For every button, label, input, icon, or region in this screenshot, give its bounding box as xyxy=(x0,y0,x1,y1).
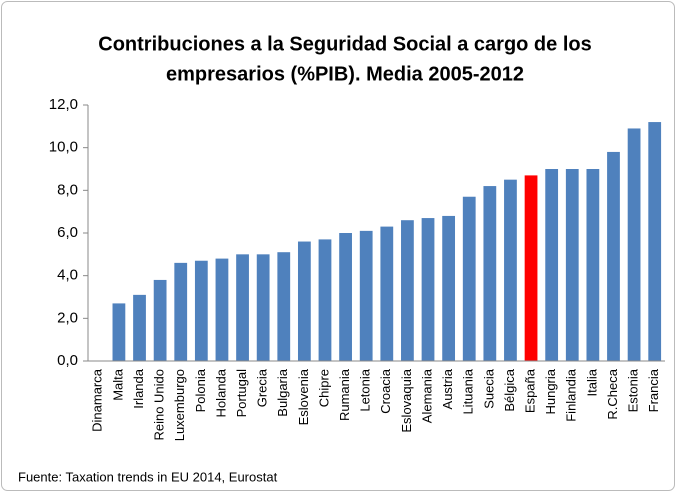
bar xyxy=(401,220,414,361)
x-tick-label: Suecia xyxy=(481,368,496,409)
chart-title: Contribuciones a la Seguridad Social a c… xyxy=(98,33,591,55)
x-tick-label: Chipre xyxy=(316,369,331,407)
source: Fuente: Taxation trends in EU 2014, Euro… xyxy=(18,469,278,484)
x-tick-label: Finlandia xyxy=(564,368,579,422)
bar xyxy=(607,151,620,361)
y-tick-label: 0,0 xyxy=(57,352,78,369)
x-tick-label: Grecia xyxy=(255,368,270,407)
x-tick-label: Italia xyxy=(584,368,599,396)
bar xyxy=(297,241,311,361)
x-tick-label: Lituania xyxy=(461,368,476,414)
x-tick-label: Portugal xyxy=(234,369,249,418)
bar xyxy=(648,122,662,361)
x-tick-label: Eslovaquia xyxy=(399,368,414,432)
x-tick-label: Dinamarca xyxy=(90,368,105,432)
bar xyxy=(318,239,332,361)
bar xyxy=(586,169,600,361)
y-tick-label: 10,0 xyxy=(49,139,78,156)
x-tick-label: Polonia xyxy=(193,368,208,412)
bar xyxy=(277,252,291,361)
chart-title: empresarios (%PIB). Media 2005-2012 xyxy=(166,63,524,85)
x-tick-label: Austria xyxy=(440,368,455,409)
y-tick-label: 6,0 xyxy=(57,224,78,241)
bar xyxy=(483,186,497,361)
x-tick-label: Hungria xyxy=(543,368,558,414)
bar xyxy=(524,175,538,361)
x-tick-label: Reino Unido xyxy=(152,369,167,441)
bar xyxy=(174,262,188,361)
y-tick-label: 4,0 xyxy=(57,267,78,284)
bar xyxy=(565,169,579,361)
x-tick-label: Malta xyxy=(110,368,125,401)
bar xyxy=(442,215,456,361)
bar xyxy=(421,218,435,361)
x-tick-label: Letonia xyxy=(358,368,373,411)
x-tick-label: Alemania xyxy=(419,368,434,423)
bar xyxy=(380,226,394,361)
bar xyxy=(504,179,517,361)
x-tick-label: España xyxy=(522,368,537,413)
x-tick-label: Irlanda xyxy=(131,368,146,409)
bar xyxy=(339,233,352,361)
x-tick-label: Rumania xyxy=(337,368,352,421)
bar xyxy=(153,279,167,361)
bar xyxy=(194,260,208,361)
x-tick-label: Luxemburgo xyxy=(172,369,187,441)
x-tick-label: Estonia xyxy=(626,368,641,412)
bar xyxy=(545,169,559,361)
bar xyxy=(112,303,126,361)
bar xyxy=(236,254,249,361)
x-tick-label: Eslovenia xyxy=(296,368,311,425)
y-tick-label: 2,0 xyxy=(57,309,78,326)
x-tick-label: Bélgica xyxy=(502,368,517,411)
x-tick-label: Francia xyxy=(646,368,661,412)
y-tick-label: 8,0 xyxy=(57,181,78,198)
x-tick-label: Croacia xyxy=(378,368,393,414)
x-tick-label: Holanda xyxy=(213,368,228,417)
bar xyxy=(627,128,641,361)
bar xyxy=(462,196,476,361)
bar xyxy=(133,294,146,361)
bar xyxy=(359,230,373,361)
x-tick-label: R.Checa xyxy=(605,368,620,419)
y-tick-label: 12,0 xyxy=(49,96,78,113)
bar xyxy=(215,258,229,361)
bar xyxy=(256,254,270,361)
x-tick-label: Bulgaria xyxy=(275,368,290,416)
